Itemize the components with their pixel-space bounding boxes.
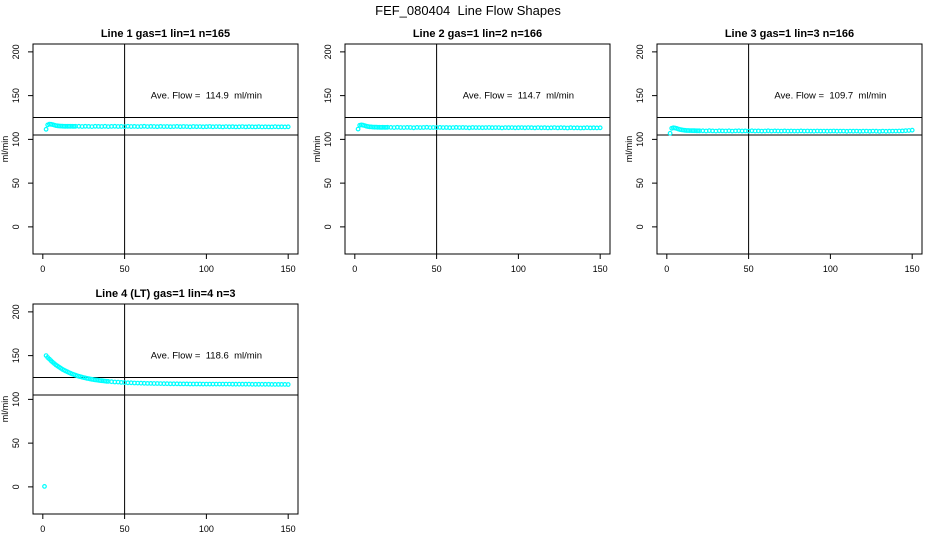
subplot-title: Line 1 gas=1 lin=1 n=165 xyxy=(101,28,230,40)
x-tick-label: 150 xyxy=(281,524,296,534)
plot-box xyxy=(32,43,299,255)
y-tick-label: 200 xyxy=(635,44,645,59)
y-tick-label: 200 xyxy=(323,44,333,59)
data-point xyxy=(597,125,603,131)
x-tick-label: 100 xyxy=(823,264,838,274)
data-point xyxy=(667,130,673,136)
y-tick-label: 150 xyxy=(11,88,21,103)
y-tick-label: 100 xyxy=(635,132,645,147)
x-tick-label: 0 xyxy=(664,264,669,274)
y-tick-label: 150 xyxy=(323,88,333,103)
plot-box xyxy=(344,43,611,255)
ave-flow-annotation: Ave. Flow = 114.9 ml/min xyxy=(151,91,262,102)
y-tick-label: 150 xyxy=(11,348,21,363)
page-title: FEF_080404 Line Flow Shapes xyxy=(375,3,561,18)
data-point xyxy=(43,126,49,132)
data-point xyxy=(285,124,291,130)
y-tick-label: 50 xyxy=(11,178,21,188)
plot-box xyxy=(656,43,923,255)
x-tick-label: 0 xyxy=(352,264,357,274)
x-tick-label: 100 xyxy=(511,264,526,274)
x-tick-label: 50 xyxy=(744,264,754,274)
subplot: Line 1 gas=1 lin=1 n=165 0 50 100 150 0 50 100 1… xyxy=(0,28,299,274)
y-axis-label: ml/min xyxy=(312,136,322,163)
y-axis-label: ml/min xyxy=(624,136,634,163)
x-tick-label: 50 xyxy=(120,264,130,274)
y-tick-label: 0 xyxy=(11,224,21,229)
series-points xyxy=(355,122,603,132)
y-tick-label: 50 xyxy=(323,178,333,188)
subplot: Line 2 gas=1 lin=2 n=166 0 50 100 150 0 50 100 1… xyxy=(312,28,611,274)
ave-flow-annotation: Ave. Flow = 109.7 ml/min xyxy=(774,91,886,102)
y-tick-label: 100 xyxy=(323,132,333,147)
ave-flow-annotation: Ave. Flow = 118.6 ml/min xyxy=(151,351,262,362)
data-point xyxy=(285,382,291,387)
ave-flow-annotation: Ave. Flow = 114.7 ml/min xyxy=(463,91,574,102)
series-points xyxy=(667,125,915,136)
y-tick-label: 50 xyxy=(635,178,645,188)
y-tick-label: 100 xyxy=(11,132,21,147)
data-point xyxy=(695,128,701,134)
x-tick-label: 0 xyxy=(40,264,45,274)
subplot-title: Line 4 (LT) gas=1 lin=4 n=3 xyxy=(95,288,235,300)
subplot-title: Line 2 gas=1 lin=2 n=166 xyxy=(413,28,542,40)
y-axis-label: ml/min xyxy=(0,396,10,423)
x-tick-label: 100 xyxy=(199,264,214,274)
x-tick-label: 150 xyxy=(905,264,920,274)
x-tick-label: 50 xyxy=(432,264,442,274)
y-tick-label: 0 xyxy=(11,484,21,489)
y-tick-label: 0 xyxy=(635,224,645,229)
x-tick-label: 150 xyxy=(593,264,608,274)
series-points xyxy=(42,353,291,489)
subplot: Line 3 gas=1 lin=3 n=166 0 50 100 150 0 50 100 1… xyxy=(624,28,923,274)
series-points xyxy=(43,121,291,132)
y-tick-label: 200 xyxy=(11,304,21,319)
x-tick-label: 150 xyxy=(281,264,296,274)
x-tick-label: 100 xyxy=(199,524,214,534)
y-tick-label: 0 xyxy=(323,224,333,229)
data-point xyxy=(909,127,915,133)
subplot: Line 4 (LT) gas=1 lin=4 n=3 0 50 100 150 0 50 1… xyxy=(0,288,299,534)
x-tick-label: 0 xyxy=(40,524,45,534)
y-axis-label: ml/min xyxy=(0,136,10,163)
y-tick-label: 100 xyxy=(11,392,21,407)
plot-box xyxy=(32,303,299,515)
y-tick-label: 150 xyxy=(635,88,645,103)
data-point xyxy=(355,126,361,132)
data-point xyxy=(42,483,47,489)
subplot-title: Line 3 gas=1 lin=3 n=166 xyxy=(725,28,854,40)
y-tick-label: 200 xyxy=(11,44,21,59)
y-tick-label: 50 xyxy=(11,438,21,448)
x-tick-label: 50 xyxy=(120,524,130,534)
